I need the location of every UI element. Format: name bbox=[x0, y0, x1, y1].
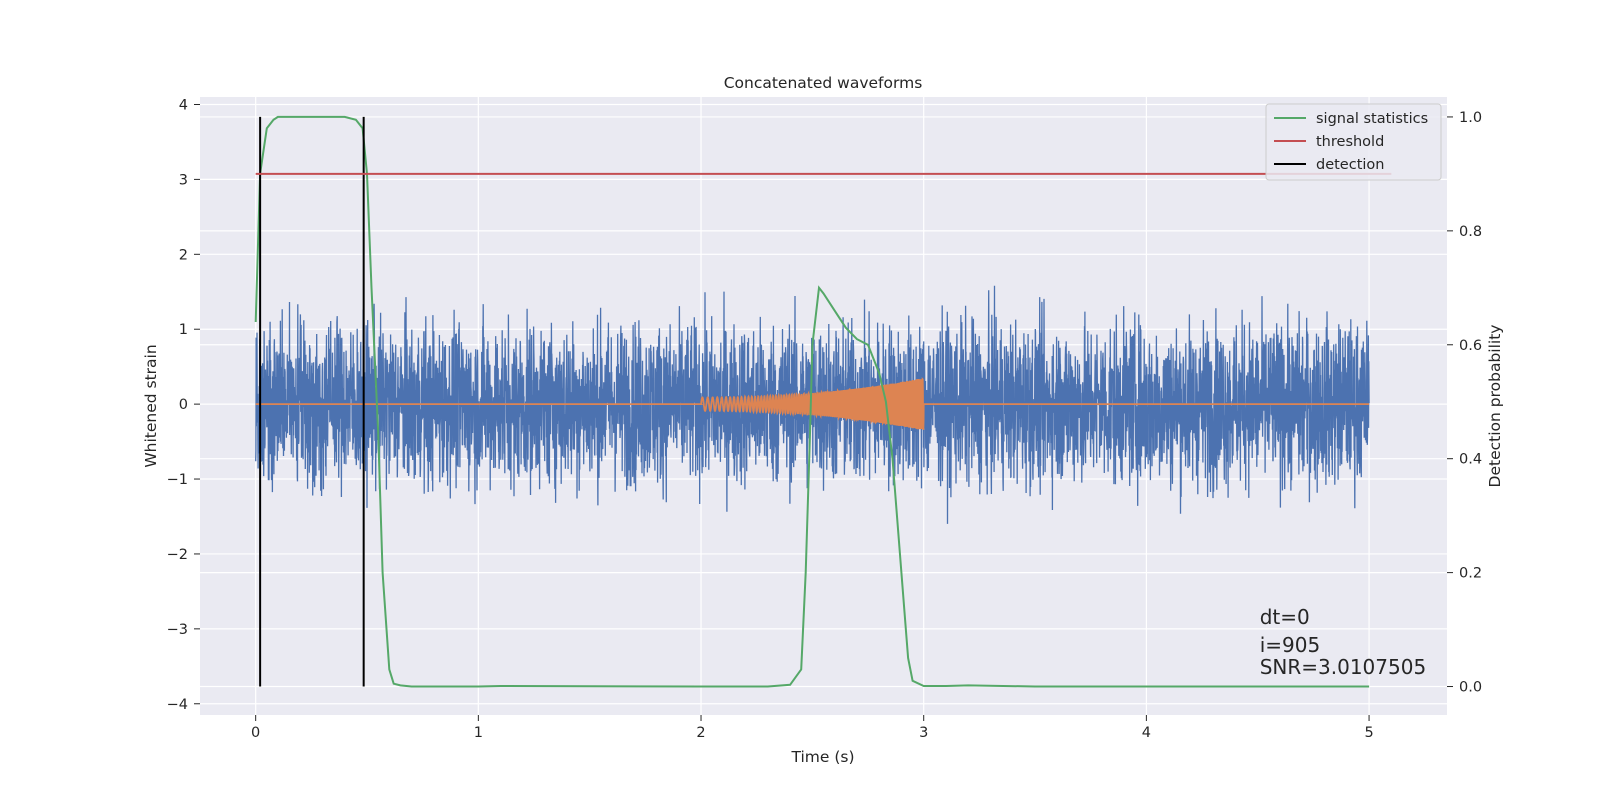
y-right-tick-label: 0.8 bbox=[1459, 224, 1482, 240]
annotation-text: i=905 bbox=[1260, 633, 1321, 657]
x-tick-label: 4 bbox=[1142, 725, 1151, 741]
y-right-axis-label: Detection probability bbox=[1486, 325, 1504, 488]
y-tick-label: 3 bbox=[179, 172, 188, 188]
x-axis-label: Time (s) bbox=[790, 748, 854, 766]
y-axis-label: Whitened strain bbox=[142, 344, 160, 467]
y-tick-label: 4 bbox=[179, 97, 188, 113]
chart-title: Concatenated waveforms bbox=[724, 74, 923, 92]
y-tick-label: −2 bbox=[167, 547, 188, 563]
series-layer bbox=[254, 115, 1370, 688]
y-tick-label: 2 bbox=[179, 247, 188, 263]
y-tick-label: −4 bbox=[167, 697, 188, 713]
x-tick-label: 5 bbox=[1364, 725, 1373, 741]
legend-label: signal statistics bbox=[1316, 111, 1428, 127]
annotation-text: dt=0 bbox=[1260, 605, 1310, 629]
legend-box bbox=[1265, 103, 1442, 181]
legend-label: detection bbox=[1316, 157, 1384, 173]
y-right-tick-label: 0.6 bbox=[1459, 338, 1482, 354]
y-right-tick-label: 0.0 bbox=[1459, 680, 1482, 696]
y-right-tick-label: 0.2 bbox=[1459, 566, 1482, 582]
legend: signal statistics threshold detection bbox=[1265, 103, 1442, 181]
y-tick-label: −3 bbox=[167, 622, 188, 638]
y-tick-label: 1 bbox=[179, 322, 188, 338]
annotation-text: SNR=3.0107505 bbox=[1260, 655, 1426, 679]
ticks: 0 1 2 3 4 5 −4 −3 −2 −1 0 1 2 3 4 0.0 0.2 0.4 0.6 0.8 1.0 bbox=[167, 97, 1482, 741]
x-tick-label: 1 bbox=[474, 725, 483, 741]
injected-waveform-line bbox=[255, 377, 1370, 430]
y-right-tick-label: 0.4 bbox=[1459, 452, 1482, 468]
y-right-tick-label: 1.0 bbox=[1459, 110, 1482, 126]
y-tick-label: −1 bbox=[167, 472, 188, 488]
x-tick-label: 2 bbox=[696, 725, 705, 741]
x-tick-label: 0 bbox=[251, 725, 260, 741]
signal-statistics-line bbox=[254, 115, 1370, 688]
x-tick-label: 3 bbox=[919, 725, 928, 741]
y-tick-label: 0 bbox=[179, 397, 188, 413]
legend-label: threshold bbox=[1316, 134, 1384, 150]
